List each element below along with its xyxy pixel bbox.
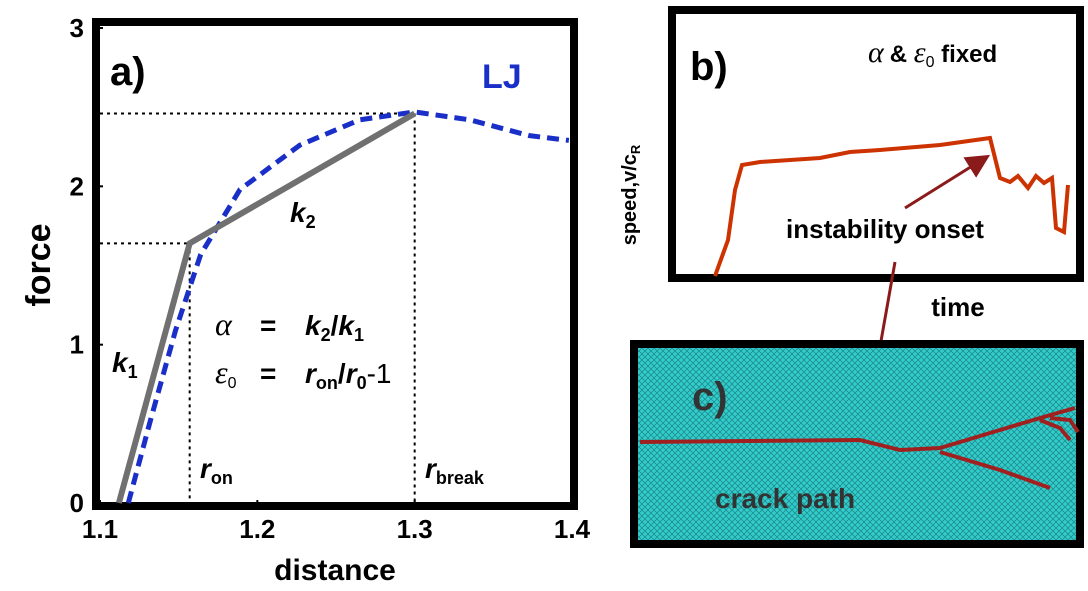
panel-frame [634, 344, 1080, 544]
annotation: instability onset [786, 214, 984, 244]
annotation: rbreak [425, 453, 485, 488]
y-tick-label: 2 [70, 171, 84, 201]
annotation: k1 [112, 347, 138, 382]
panel-label: a) [110, 50, 146, 94]
y-tick-label: 3 [70, 13, 84, 43]
x-tick-label: 1.1 [82, 514, 118, 544]
series-line [128, 112, 569, 503]
annotation: ron [200, 453, 233, 488]
x-tick-label: 1.3 [397, 514, 433, 544]
y-tick-label: 1 [70, 330, 84, 360]
x-axis-label: time [931, 292, 984, 322]
panel-label: c) [692, 375, 728, 419]
plot-area [97, 28, 572, 506]
y-axis-label: force [20, 223, 58, 306]
x-tick-label: 1.2 [239, 514, 275, 544]
figure: a) distance force LJ k1 k2 α=k2/k1 ε0=ro… [0, 0, 1088, 591]
annotation: α=k2/k1 [215, 306, 364, 345]
y-tick-label: 0 [70, 488, 84, 518]
panel-label: b) [690, 45, 728, 89]
x-axis-label: distance [274, 554, 396, 587]
annotation: ε0=ron/r0-1 [215, 354, 392, 393]
annotation: k2 [290, 197, 316, 232]
series-label: LJ [482, 58, 522, 96]
y-axis-label: speed,v/cR [619, 144, 643, 245]
annotation: crack path [715, 483, 855, 514]
x-tick-label: 1.4 [554, 514, 591, 544]
